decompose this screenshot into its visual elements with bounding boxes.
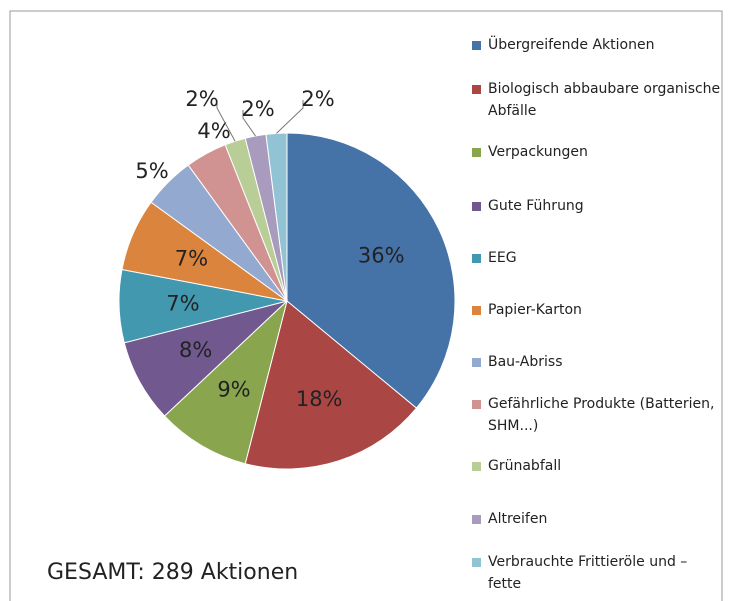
leader-line	[242, 110, 256, 137]
pie-slice	[244, 300, 418, 470]
legend-item: Gefährliche Produkte (Batterien, SHM...)	[472, 393, 722, 437]
legend-label: Biologisch abbaubare organische Abfälle	[488, 81, 721, 119]
legend-swatch	[472, 462, 481, 471]
legend-item: Gute Führung	[472, 195, 722, 217]
data-label: 5%	[135, 159, 168, 183]
legend-swatch	[472, 358, 481, 367]
pie-slice	[286, 132, 456, 409]
legend-swatch	[472, 254, 481, 263]
legend-item: Grünabfall	[472, 455, 722, 477]
legend-label: Gute Führung	[488, 198, 584, 214]
data-label: 9%	[217, 378, 250, 402]
data-label: 18%	[296, 387, 343, 411]
legend-label: Grünabfall	[488, 458, 562, 474]
legend-swatch	[472, 515, 481, 524]
legend-label: Verpackungen	[488, 144, 588, 160]
legend-item: EEG	[472, 247, 722, 269]
legend-item: Verbrauchte Frittieröle und – fette	[472, 551, 722, 595]
legend-swatch	[472, 558, 481, 567]
legend-item: Bau-Abriss	[472, 351, 722, 373]
legend-label: Verbrauchte Frittieröle und – fette	[488, 554, 688, 592]
data-label: 7%	[175, 247, 208, 271]
legend-item: Verpackungen	[472, 141, 722, 163]
legend-swatch	[472, 202, 481, 211]
legend-item: Papier-Karton	[472, 299, 722, 321]
legend-label: EEG	[488, 250, 517, 266]
data-label: 2%	[301, 87, 334, 111]
legend-item: Biologisch abbaubare organische Abfälle	[472, 78, 722, 122]
data-label: 2%	[185, 87, 218, 111]
data-label: 4%	[197, 119, 230, 143]
legend-swatch	[472, 400, 481, 409]
legend-swatch	[472, 306, 481, 315]
legend-swatch	[472, 85, 481, 94]
frame	[9, 10, 723, 601]
legend-swatch	[472, 148, 481, 157]
leader-line	[216, 100, 236, 142]
legend-label: Gefährliche Produkte (Batterien, SHM...)	[488, 396, 715, 434]
annotation: GESAMT: 289 Aktionen	[47, 560, 299, 585]
data-label: 2%	[241, 97, 274, 121]
legend-swatch	[472, 41, 481, 50]
pie-slice	[163, 299, 288, 465]
data-label: 36%	[358, 244, 405, 268]
legend-label: Altreifen	[488, 511, 548, 527]
legend-label: Übergreifende Aktionen	[488, 37, 655, 53]
legend-item: Altreifen	[472, 508, 722, 530]
data-label: 7%	[166, 291, 199, 315]
legend-label: Bau-Abriss	[488, 354, 563, 370]
data-label: 8%	[179, 338, 212, 362]
leader-line	[276, 100, 304, 134]
legend-item: Übergreifende Aktionen	[472, 34, 722, 56]
legend-label: Papier-Karton	[488, 302, 582, 318]
pie-slice	[265, 132, 288, 302]
